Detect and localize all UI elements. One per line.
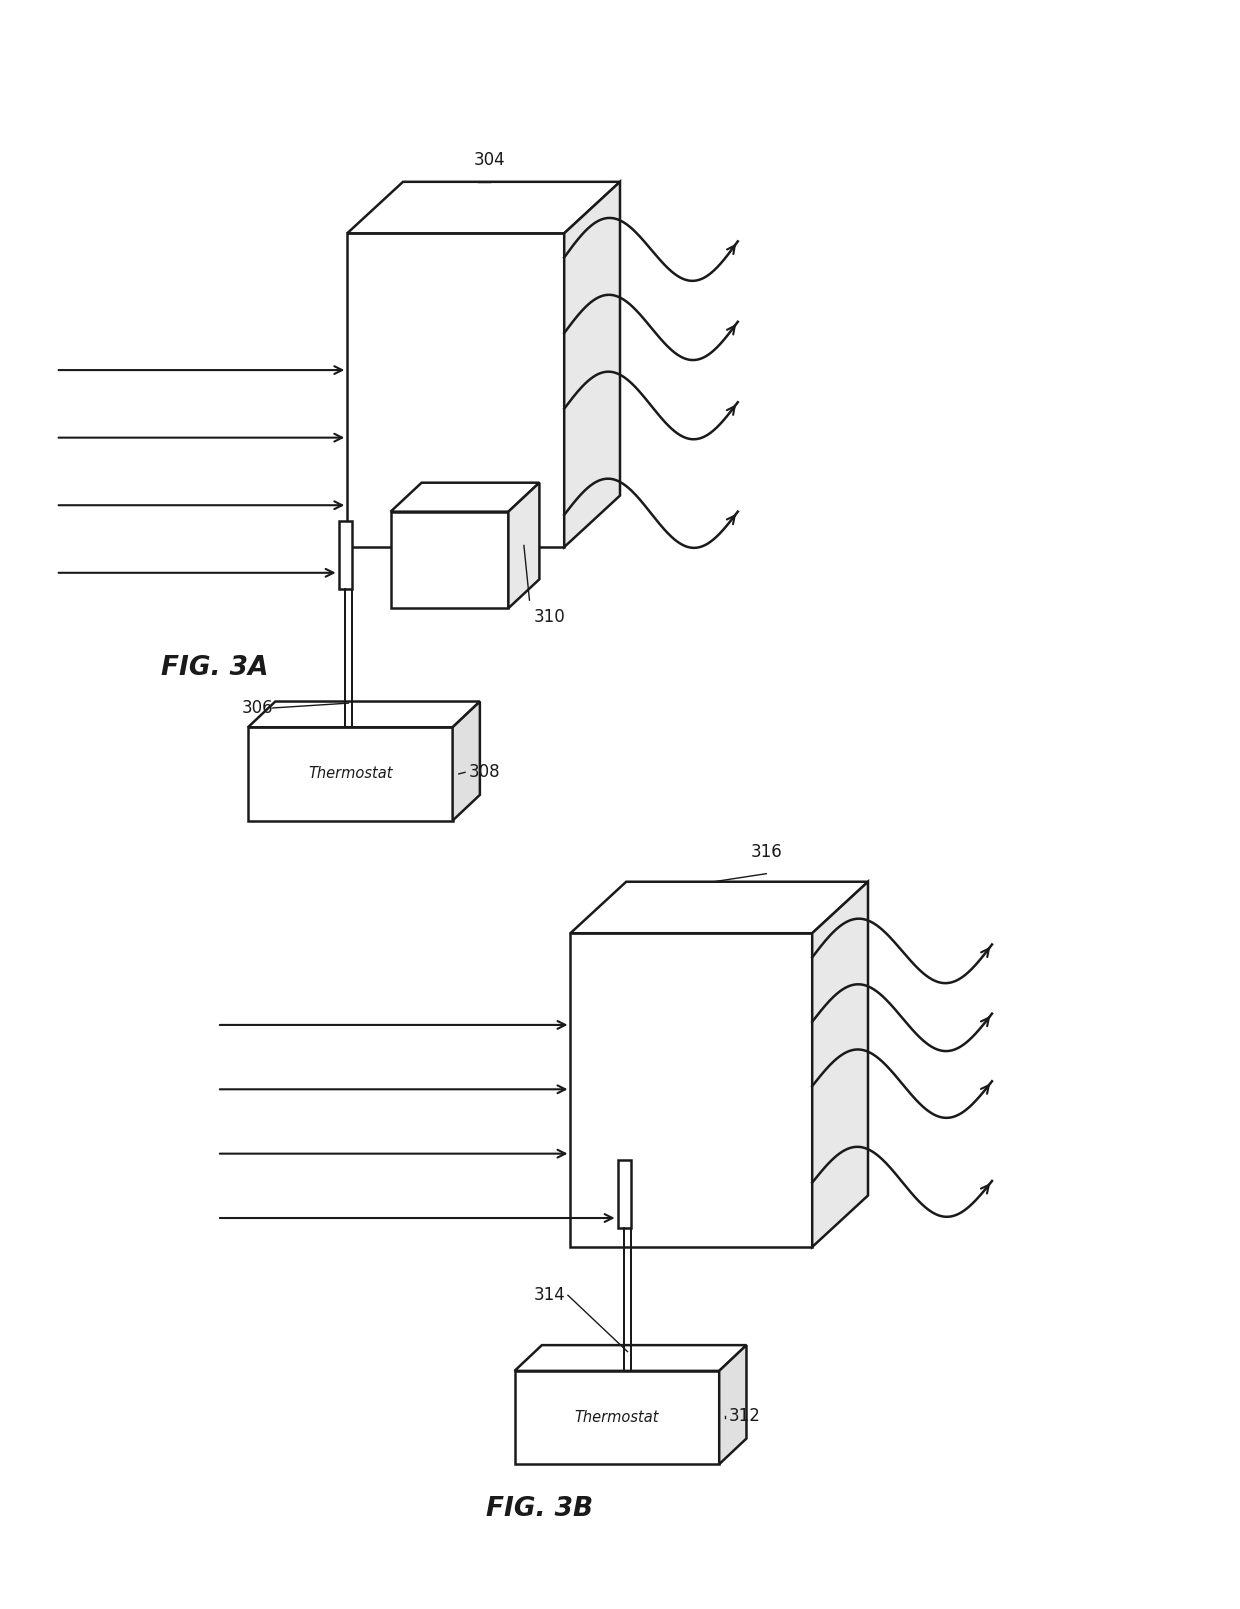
Text: 306: 306 [242,698,274,718]
Polygon shape [391,512,508,608]
Text: FIG. 3B: FIG. 3B [486,1496,593,1522]
Polygon shape [719,1345,746,1464]
Polygon shape [812,882,868,1247]
Polygon shape [508,483,539,608]
Text: FIG. 3A: FIG. 3A [161,655,269,681]
Polygon shape [570,882,868,933]
Polygon shape [515,1371,719,1464]
Text: 308: 308 [469,763,501,782]
Text: 310: 310 [533,608,565,626]
Polygon shape [453,702,480,821]
Polygon shape [248,727,453,821]
Polygon shape [570,933,812,1247]
Polygon shape [515,1345,746,1371]
Polygon shape [347,182,620,233]
Polygon shape [248,702,480,727]
Polygon shape [618,1160,631,1228]
Text: 314: 314 [533,1286,565,1305]
Text: Thermostat: Thermostat [308,766,393,782]
Polygon shape [391,483,539,512]
Polygon shape [564,182,620,547]
Polygon shape [339,521,352,589]
Text: Thermostat: Thermostat [574,1409,660,1426]
Text: 304: 304 [474,151,506,169]
Text: 312: 312 [729,1406,761,1426]
Polygon shape [347,233,564,547]
Text: 316: 316 [750,843,782,861]
